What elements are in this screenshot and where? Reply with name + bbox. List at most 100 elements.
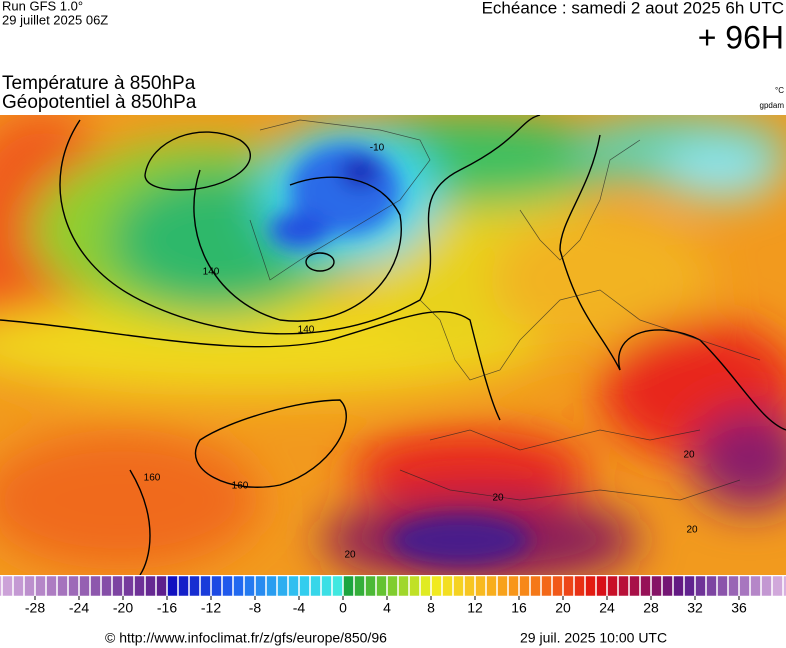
cold-core [270, 145, 530, 565]
title-temperature: Température à 850hPa [2, 73, 196, 94]
colorbar-cell [189, 575, 200, 597]
colorbar-cell [255, 575, 266, 597]
colorbar-cell [123, 575, 134, 597]
colorbar-cell [574, 575, 585, 597]
colorbar-cell [35, 575, 46, 597]
title-geopotential: Géopotentiel à 850hPa [2, 92, 197, 113]
colorbar-cell [651, 575, 662, 597]
valid-time: Echéance : samedi 2 aout 2025 6h UTC [482, 0, 784, 17]
colorbar-ticks: -28 -24 -20 -16 -12 -8 -4 0 4 8 12 16 20 24 28 32 36 [25, 596, 747, 616]
colorbar-cell [420, 575, 431, 597]
colorbar-tick-label: 12 [467, 600, 483, 616]
colorbar-tick-label: 24 [599, 600, 615, 616]
colorbar [0, 575, 786, 597]
colorbar-tick-label: -4 [293, 600, 306, 616]
lead-time: + 96H [698, 19, 784, 55]
colorbar-tick-label: 8 [427, 600, 435, 616]
contour-label: 140 [203, 267, 220, 278]
contour-label: 160 [144, 473, 161, 484]
contour-line [559, 134, 621, 371]
map: -10 140 140 160 160 20 20 20 20 [0, 115, 786, 575]
colorbar-cell [486, 575, 497, 597]
colorbar-cell [728, 575, 739, 597]
colorbar-cell [24, 575, 35, 597]
geopotential-contours [0, 115, 786, 575]
colorbar-cell [134, 575, 145, 597]
colorbar-cell [90, 575, 101, 597]
coastlines [249, 119, 761, 501]
colorbar-cell [464, 575, 475, 597]
colorbar-cell [706, 575, 717, 597]
colorbar-cell [475, 575, 486, 597]
run-date: 29 juillet 2025 06Z [2, 12, 108, 27]
colorbar-cell [178, 575, 189, 597]
run-label: Run GFS 1.0° [2, 0, 83, 13]
colorbar-cell [101, 575, 112, 597]
colorbar-cell [431, 575, 442, 597]
contour-label: 20 [492, 493, 504, 504]
colorbar-cell [79, 575, 90, 597]
colorbar-cell [662, 575, 673, 597]
colorbar-cell [563, 575, 574, 597]
contour-label: 160 [232, 481, 249, 492]
colorbar-tick-label: -24 [69, 600, 89, 616]
colorbar-cell [2, 575, 13, 597]
colorbar-cell [618, 575, 629, 597]
colorbar-cell [244, 575, 255, 597]
colorbar-cell [200, 575, 211, 597]
contour-label: -10 [370, 143, 385, 154]
contour-line [144, 131, 252, 191]
colorbar-cell [497, 575, 508, 597]
colorbar-cell [552, 575, 563, 597]
colorbar-tick-label: 32 [687, 600, 703, 616]
colorbar-tick-label: 20 [555, 600, 571, 616]
colorbar-cell [772, 575, 783, 597]
colorbar-cell [629, 575, 640, 597]
colorbar-cell [343, 575, 354, 597]
colorbar-cell [519, 575, 530, 597]
colorbar-cell [783, 575, 786, 597]
unit-geopotential: gpdam [760, 101, 785, 110]
colorbar-cell [112, 575, 123, 597]
contour-labels: -10 140 140 160 160 20 20 20 20 [144, 143, 698, 561]
colorbar-cell [409, 575, 420, 597]
colorbar-cell [167, 575, 178, 597]
colorbar-cell [585, 575, 596, 597]
unit-temperature: °C [775, 86, 784, 95]
colorbar-cell [46, 575, 57, 597]
contour-label: 140 [298, 325, 315, 336]
colorbar-tick-label: 28 [643, 600, 659, 616]
colorbar-cell [277, 575, 288, 597]
colorbar-cell [761, 575, 772, 597]
colorbar-cell [57, 575, 68, 597]
colorbar-cell [321, 575, 332, 597]
contour-line [193, 169, 402, 322]
colorbar-cell [508, 575, 519, 597]
colorbar-tick-label: -20 [113, 600, 133, 616]
colorbar-tick-label: 0 [339, 600, 347, 616]
colorbar-tick-label: 16 [511, 600, 527, 616]
colorbar-cell [376, 575, 387, 597]
colorbar-tick-label: 4 [383, 600, 391, 616]
colorbar-cell [596, 575, 607, 597]
colorbar-cell [750, 575, 761, 597]
colorbar-cell [695, 575, 706, 597]
colorbar-tick-label: -8 [249, 600, 262, 616]
colorbar-cell [684, 575, 695, 597]
colorbar-cell [398, 575, 409, 597]
colorbar-cell [68, 575, 79, 597]
colorbar-tick-label: -16 [157, 600, 177, 616]
colorbar-cell [310, 575, 321, 597]
colorbar-cell [387, 575, 398, 597]
footer-timestamp: 29 juil. 2025 10:00 UTC [520, 630, 667, 646]
contour-label: 20 [686, 525, 698, 536]
colorbar-cell [145, 575, 156, 597]
colorbar-cell [13, 575, 24, 597]
colorbar-tick-label: -12 [201, 600, 221, 616]
colorbar-cell [0, 575, 2, 597]
colorbar-cell [442, 575, 453, 597]
colorbar-cell [673, 575, 684, 597]
contour-line [59, 115, 541, 335]
colorbar-cell [739, 575, 750, 597]
